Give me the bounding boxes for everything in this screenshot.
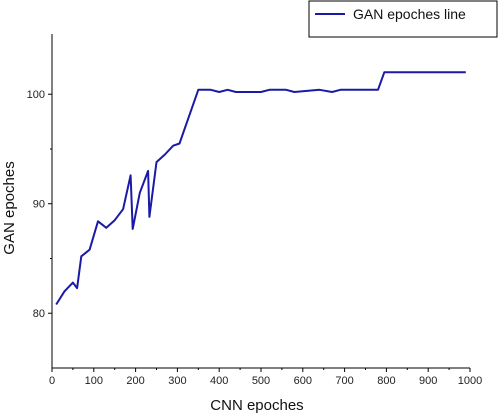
x-tick-label: 0: [49, 375, 55, 387]
x-tick-label: 700: [335, 375, 353, 387]
y-tick-label: 90: [33, 199, 45, 211]
x-tick-label: 200: [126, 375, 144, 387]
x-tick-label: 1000: [458, 375, 482, 387]
legend: GAN epoches line: [308, 0, 498, 38]
x-tick-label: 300: [168, 375, 186, 387]
y-ticks: 80 90 100: [27, 89, 52, 320]
x-tick-label: 900: [419, 375, 437, 387]
x-tick-label: 800: [377, 375, 395, 387]
x-tick-label: 100: [85, 375, 103, 387]
x-ticks: 0 100 200 300 400 500 600 700 800 900 1000: [49, 368, 482, 387]
y-tick-label: 100: [27, 89, 45, 101]
x-tick-label: 600: [294, 375, 312, 387]
series-layer: [55, 71, 466, 306]
x-tick-label: 400: [210, 375, 228, 387]
series-line: [55, 71, 466, 306]
y-tick-label: 80: [33, 308, 45, 320]
x-tick-label: 500: [252, 375, 270, 387]
plot-area: 0 100 200 300 400 500 600 700 800 900 1000 80 90 100: [27, 34, 482, 387]
y-axis-title: GAN epoches: [1, 161, 18, 254]
legend-label: GAN epoches line: [353, 6, 466, 22]
legend-box: [308, 0, 498, 38]
x-axis-title: CNN epoches: [210, 397, 303, 414]
